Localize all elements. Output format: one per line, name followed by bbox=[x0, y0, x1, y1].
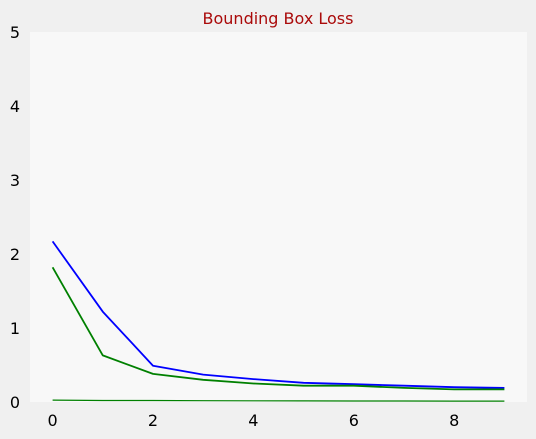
y-tick-label: 5 bbox=[10, 23, 20, 42]
series-line-2 bbox=[51, 266, 505, 391]
series-line-3 bbox=[52, 399, 505, 402]
y-axis-ticks: 0 1 2 3 4 5 bbox=[10, 23, 20, 412]
series-lines bbox=[51, 240, 505, 402]
plot-area bbox=[30, 32, 527, 402]
x-tick-label: 6 bbox=[349, 411, 359, 430]
x-axis-ticks: 0 2 4 6 8 bbox=[47, 411, 459, 430]
y-tick-label: 4 bbox=[10, 97, 20, 116]
x-tick-label: 2 bbox=[148, 411, 158, 430]
chart-title: Bounding Box Loss bbox=[203, 9, 354, 28]
series-line-1 bbox=[51, 240, 505, 389]
y-tick-label: 0 bbox=[10, 393, 20, 412]
x-tick-label: 8 bbox=[449, 411, 459, 430]
y-tick-label: 2 bbox=[10, 245, 20, 264]
x-tick-label: 0 bbox=[47, 411, 57, 430]
x-tick-label: 4 bbox=[248, 411, 258, 430]
y-tick-label: 1 bbox=[10, 319, 20, 338]
y-tick-label: 3 bbox=[10, 171, 20, 190]
